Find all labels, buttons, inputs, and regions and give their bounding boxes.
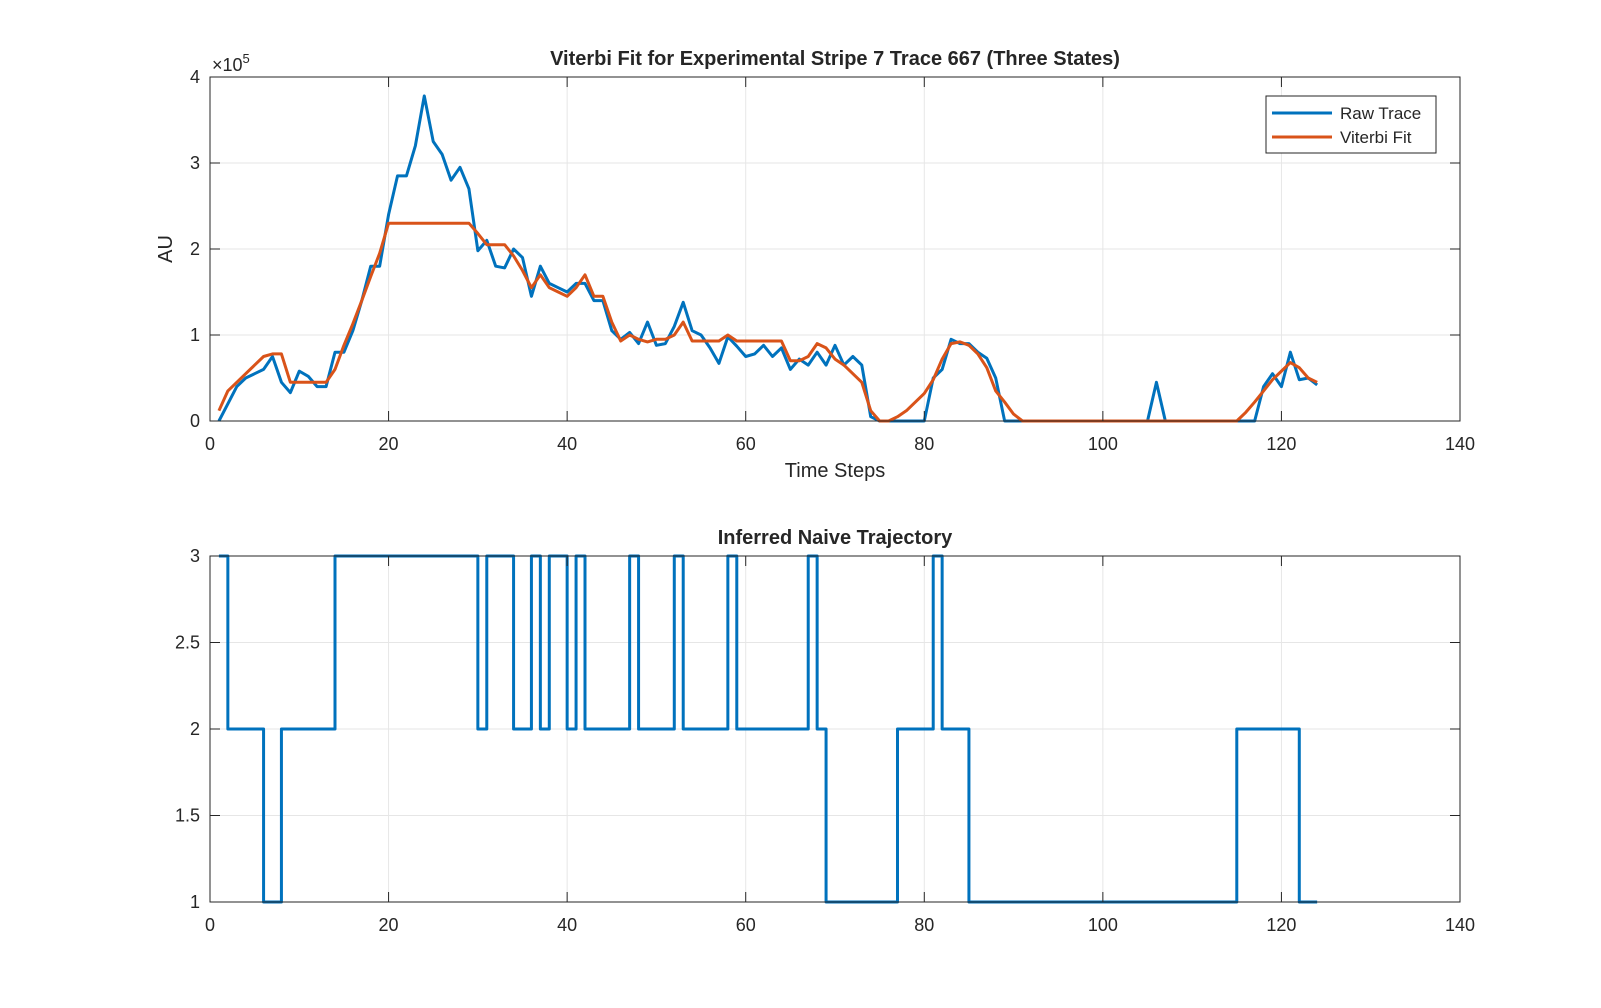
y-tick-label: 1 <box>190 892 200 912</box>
x-tick-label: 100 <box>1088 434 1118 454</box>
exponent-label: ×105 <box>212 51 250 75</box>
x-tick-label: 40 <box>557 915 577 935</box>
x-tick-label: 0 <box>205 434 215 454</box>
x-tick-label: 140 <box>1445 434 1475 454</box>
raw-trace-line <box>217 94 1319 423</box>
chart-title: Viterbi Fit for Experimental Stripe 7 Tr… <box>550 48 1120 70</box>
y-tick-label: 2 <box>190 719 200 739</box>
legend: Raw Trace Viterbi Fit <box>1265 95 1437 154</box>
x-tick-label: 0 <box>205 915 215 935</box>
y-tick-label: 4 <box>190 67 200 87</box>
x-tick-label: 100 <box>1088 915 1118 935</box>
y-tick-label: 3 <box>190 546 200 566</box>
top-axes-viterbi-fit: 0 20 40 60 80 100 120 140 0 1 2 3 4 Viterbi Fit for E… <box>155 48 1475 482</box>
y-tick-label: 2.5 <box>175 633 200 653</box>
x-tick-label: 80 <box>914 915 934 935</box>
x-tick-label: 20 <box>379 434 399 454</box>
x-tick-label: 40 <box>557 434 577 454</box>
x-tick-label: 80 <box>914 434 934 454</box>
y-tick-label: 1.5 <box>175 806 200 826</box>
legend-label: Raw Trace <box>1340 104 1421 123</box>
y-tick-label: 0 <box>190 411 200 431</box>
bottom-axes-naive-trajectory: 0 20 40 60 80 100 120 140 1 1.5 2 2.5 3 Inferred Naiv… <box>175 527 1475 935</box>
viterbi-fit-line <box>217 221 1318 423</box>
exponent-power: 5 <box>243 51 250 66</box>
x-tick-label: 20 <box>379 915 399 935</box>
legend-box <box>1265 95 1437 154</box>
x-tick-label: 140 <box>1445 915 1475 935</box>
y-axis-label: AU <box>155 235 177 263</box>
legend-label: Viterbi Fit <box>1340 128 1412 147</box>
x-tick-label: 60 <box>736 434 756 454</box>
x-tick-label: 120 <box>1266 434 1296 454</box>
y-tick-label: 3 <box>190 153 200 173</box>
chart-title: Inferred Naive Trajectory <box>718 527 953 549</box>
x-axis-label: Time Steps <box>785 460 885 482</box>
y-tick-label: 2 <box>190 239 200 259</box>
x-tick-label: 60 <box>736 915 756 935</box>
x-tick-label: 120 <box>1266 915 1296 935</box>
y-tick-label: 1 <box>190 325 200 345</box>
